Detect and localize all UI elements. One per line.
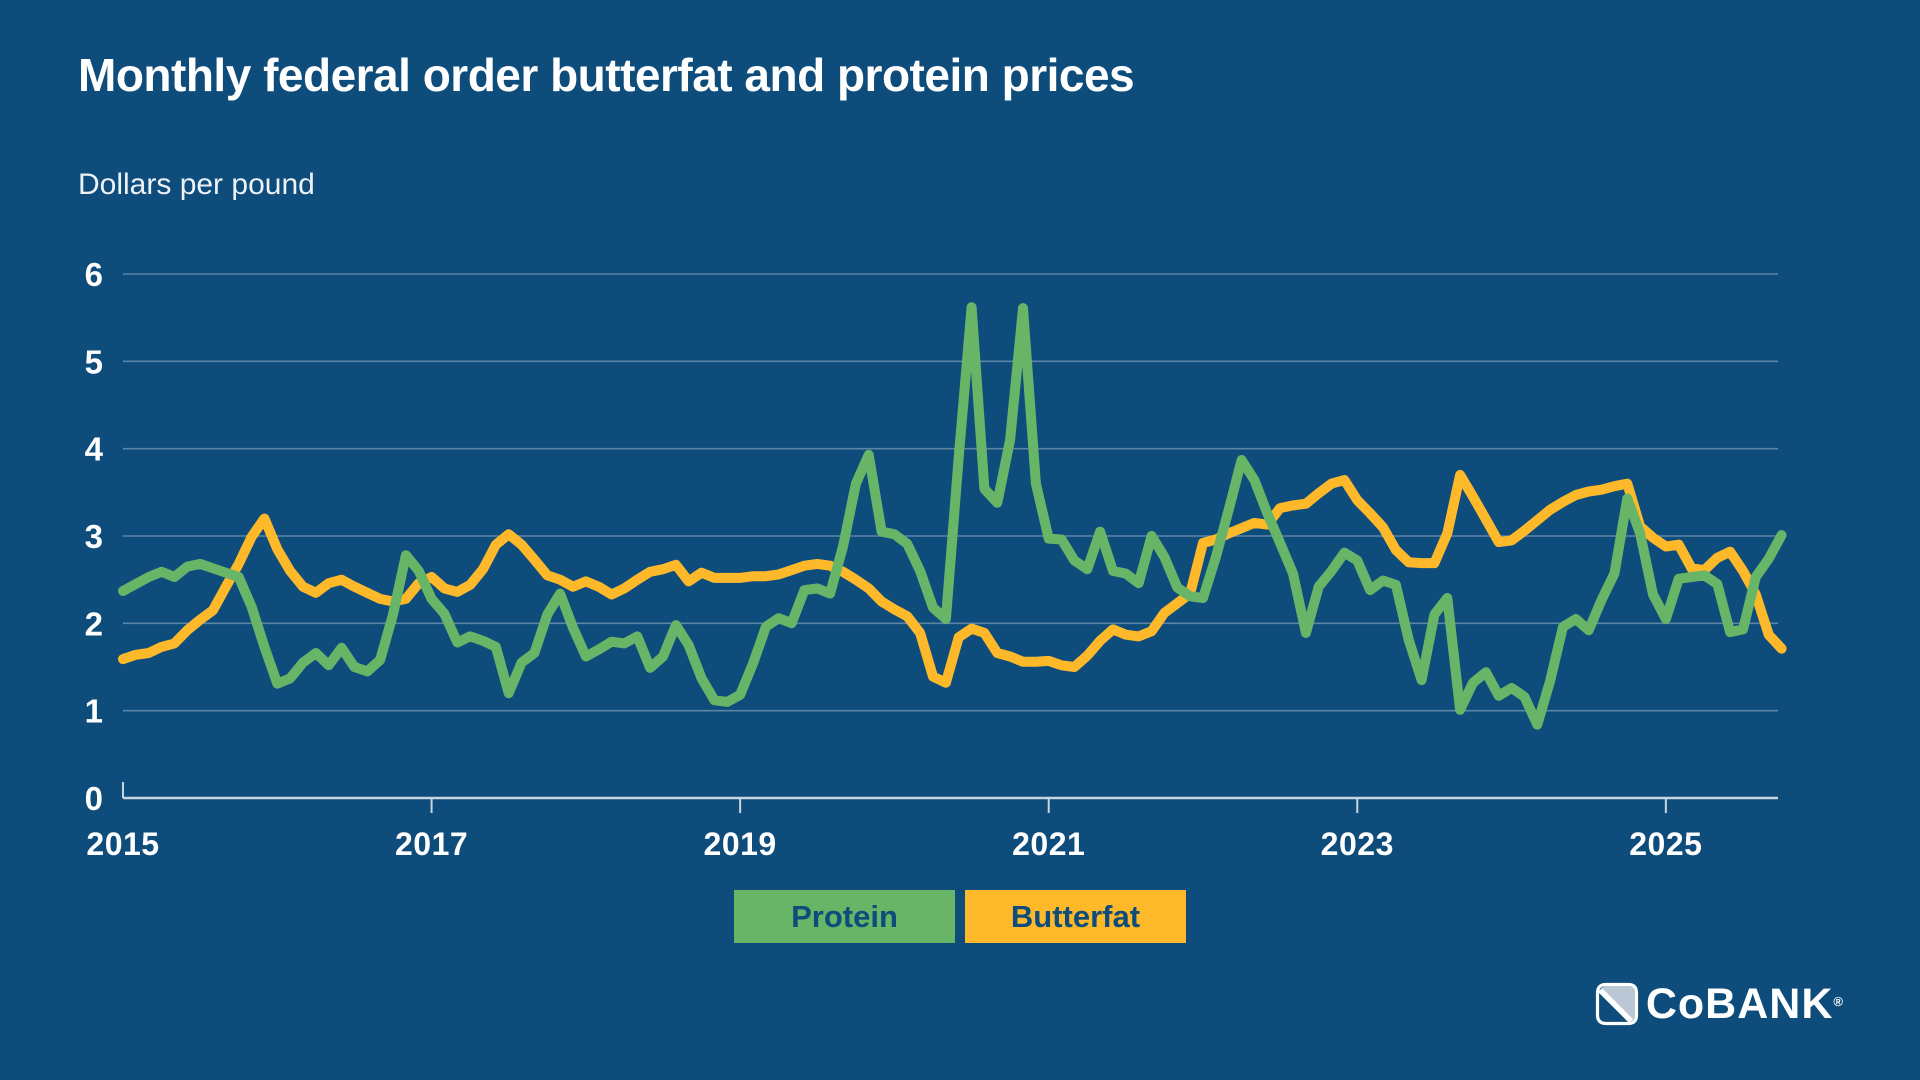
- svg-text:2023: 2023: [1321, 826, 1394, 862]
- svg-text:2021: 2021: [1012, 826, 1085, 862]
- svg-text:0: 0: [85, 780, 103, 817]
- svg-text:2025: 2025: [1629, 826, 1702, 862]
- svg-text:2015: 2015: [86, 826, 159, 862]
- logo-wordmark: CoBANK: [1645, 980, 1834, 1028]
- svg-text:2017: 2017: [395, 826, 468, 862]
- y-axis-tick-labels: 0 1 2 3 4 5 6: [85, 256, 104, 817]
- legend-label-protein: Protein: [791, 898, 898, 934]
- svg-text:2019: 2019: [704, 826, 777, 862]
- x-axis: [122, 782, 1778, 813]
- svg-text:3: 3: [85, 518, 103, 555]
- gridlines: [123, 273, 1778, 712]
- cobank-shield-icon: [1595, 982, 1638, 1026]
- svg-text:1: 1: [85, 693, 103, 730]
- legend-item-protein: Protein: [734, 890, 955, 943]
- page-title: Monthly federal order butterfat and prot…: [78, 49, 1135, 101]
- cobank-logo: CoBANK®: [1595, 982, 1844, 1026]
- legend-item-butterfat: Butterfat: [965, 890, 1186, 943]
- y-axis-unit-label: Dollars per pound: [78, 168, 315, 201]
- registered-mark: ®: [1833, 994, 1844, 1009]
- x-axis-tick-labels: 2015 2017 2019 2021 2023 2025: [86, 826, 1702, 862]
- data-series-lines: [118, 302, 1787, 730]
- svg-text:6: 6: [85, 256, 103, 293]
- legend-label-butterfat: Butterfat: [1010, 898, 1141, 934]
- chart-legend: Protein Butterfat: [0, 890, 1920, 943]
- svg-text:5: 5: [85, 343, 103, 380]
- svg-text:2: 2: [85, 605, 103, 642]
- svg-text:4: 4: [85, 431, 104, 468]
